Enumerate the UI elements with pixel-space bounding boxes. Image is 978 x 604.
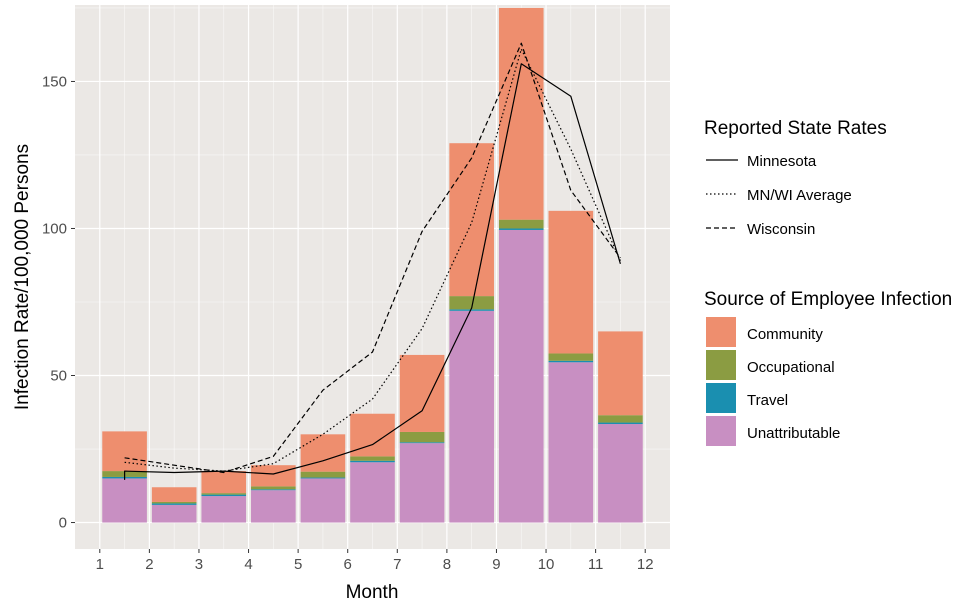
line-wisconsin [124, 42, 621, 474]
bar-occupational [151, 501, 197, 504]
legend-state-rates-title: Reported State Rates [704, 118, 887, 139]
bar-community [201, 471, 247, 494]
bar-travel [449, 309, 494, 311]
bar-community [251, 465, 296, 487]
y-tick-label: 100 [42, 220, 67, 237]
bar-community [598, 331, 643, 416]
legend-infection-source-title: Source of Employee Infection [704, 289, 952, 310]
bar-occupational [201, 493, 247, 495]
legend-label-wisconsin: Wisconsin [747, 221, 815, 238]
bar-unattributable [449, 310, 494, 523]
bar-unattributable [350, 462, 395, 523]
bar-unattributable [102, 478, 147, 523]
bar-unattributable [300, 478, 346, 523]
bar-travel [201, 494, 247, 497]
state-rate-lines [123, 42, 621, 480]
bar-occupational [498, 219, 544, 229]
x-tick-label: 12 [637, 556, 654, 573]
bar-unattributable [498, 229, 544, 523]
bar-travel [151, 503, 197, 505]
x-axis-ticks: 1 2 3 4 5 6 7 8 9 10 11 12 [96, 549, 654, 573]
x-tick-label: 9 [492, 556, 500, 573]
x-tick-label: 6 [344, 556, 352, 573]
bar-travel [548, 360, 594, 363]
bar-travel [399, 442, 445, 444]
legend-label-mnwi-average: MN/WI Average [747, 187, 852, 204]
bar-occupational [598, 415, 643, 423]
y-axis-ticks: 0 50 100 150 [42, 73, 75, 532]
x-axis-title: Month [346, 582, 399, 603]
x-tick-label: 7 [393, 556, 401, 573]
legend-label-minnesota: Minnesota [747, 153, 817, 170]
bar-community [151, 487, 197, 502]
legend-swatch-travel [706, 383, 736, 413]
legend-label-unattributable: Unattributable [747, 425, 840, 442]
legend-state-rates: Reported State Rates Minnesota MN/WI Ave… [704, 118, 887, 238]
y-tick-label: 0 [59, 515, 67, 532]
x-tick-label: 10 [538, 556, 555, 573]
bar-unattributable [548, 362, 594, 523]
y-axis-title: Infection Rate/100,000 Persons [12, 144, 33, 410]
bar-travel [300, 477, 346, 479]
bar-occupational [350, 456, 395, 461]
legend-infection-source: Source of Employee Infection Community O… [704, 289, 952, 446]
grid-lines [75, 5, 670, 549]
line-mn-wi-average [124, 48, 621, 472]
y-tick-label: 50 [50, 368, 67, 385]
bar-occupational [449, 296, 494, 310]
bar-community [300, 434, 346, 472]
bar-occupational [548, 353, 594, 361]
bar-travel [251, 489, 296, 491]
legend-swatch-community [706, 317, 736, 347]
legend-swatch-unattributable [706, 416, 736, 446]
bar-unattributable [201, 496, 247, 523]
bar-unattributable [598, 424, 643, 523]
bar-community [498, 7, 544, 220]
x-tick-label: 4 [244, 556, 252, 573]
x-tick-label: 8 [443, 556, 451, 573]
bar-travel [598, 422, 643, 425]
bar-occupational [251, 486, 296, 490]
bar-community [399, 354, 445, 432]
legend-swatch-occupational [706, 350, 736, 380]
bar-occupational [399, 431, 445, 443]
x-tick-label: 2 [145, 556, 153, 573]
bar-travel [498, 228, 544, 230]
x-tick-label: 11 [588, 556, 604, 573]
bar-unattributable [251, 490, 296, 523]
x-tick-label: 1 [96, 556, 104, 573]
legend-label-community: Community [747, 326, 823, 343]
bar-occupational [300, 471, 346, 478]
y-tick-label: 150 [42, 73, 67, 90]
bar-community [102, 431, 147, 472]
x-tick-label: 3 [195, 556, 203, 573]
bar-travel [350, 460, 395, 463]
bar-community [449, 143, 494, 297]
bars [102, 7, 643, 523]
legend-label-travel: Travel [747, 392, 788, 409]
bar-unattributable [151, 504, 197, 523]
x-tick-label: 5 [294, 556, 302, 573]
bar-unattributable [399, 443, 445, 523]
legend-label-occupational: Occupational [747, 359, 835, 376]
bar-community [548, 210, 594, 354]
